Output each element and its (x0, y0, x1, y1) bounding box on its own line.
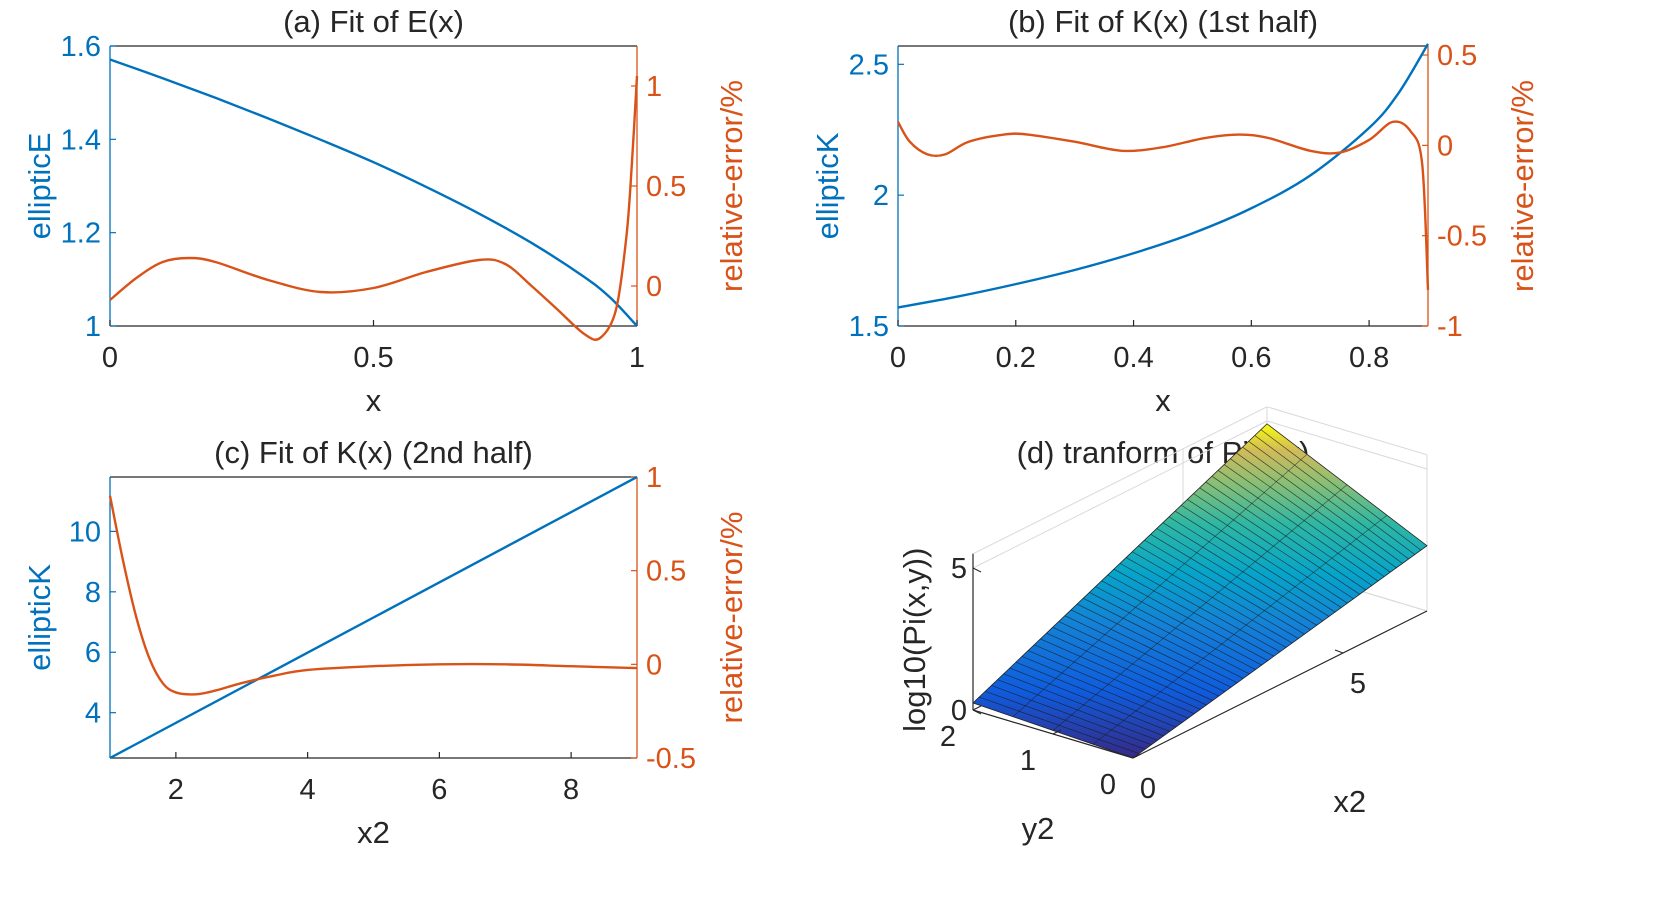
x-tick-mark (1124, 754, 1134, 759)
y-tick-mark (1132, 753, 1142, 759)
y-tick-mark (1052, 729, 1062, 735)
y-left-axis-label: ellipticE (22, 133, 57, 240)
x-tick-label: 6 (431, 774, 447, 806)
y-right-axis-label: relative-error/% (714, 512, 749, 724)
chart-title: (c) Fit of K(x) (2nd half) (214, 435, 533, 470)
panel-a: (a) Fit of E(x) 0 0.5 1 x 1 1.2 1.4 1.6 0 0.5 1 elli… (22, 4, 749, 418)
y-right-tick-label: 0 (646, 649, 662, 681)
grid-line (972, 420, 1268, 569)
z-tick-label: 5 (951, 553, 967, 585)
y-right-tick-label: 0 (1437, 130, 1453, 162)
surface-mesh-line (1092, 514, 1388, 745)
fit-curve-line (109, 58, 638, 327)
z-axis-label: log10(Pi(x,y)) (897, 548, 932, 732)
y-left-tick-label: 1.5 (849, 311, 889, 343)
x-tick-label: 0.8 (1349, 342, 1389, 374)
x-tick-label: 8 (563, 774, 579, 806)
y-left-tick-label: 1.6 (61, 31, 101, 63)
x-tick-label: 2 (168, 774, 184, 806)
x-tick-label: 0.5 (353, 342, 393, 374)
x-tick-label: 0.6 (1231, 342, 1271, 374)
relative-error-line (108, 495, 638, 696)
y-tick-label: 0 (1100, 769, 1116, 801)
x-tick-label: 0 (102, 342, 118, 374)
x-tick-label: 0.4 (1113, 342, 1153, 374)
y-left-tick-label: 1 (85, 311, 101, 343)
y-right-tick-label: 0.5 (646, 556, 686, 588)
panel-d: (d) tranform of Pi(x,y)05x2012y205log10(… (897, 406, 1428, 846)
grid-line (1266, 420, 1428, 470)
y-right-tick-label: -0.5 (1437, 221, 1487, 253)
x-axis-label: x (1155, 383, 1171, 418)
y-left-tick-label: 8 (85, 577, 101, 609)
y-right-tick-label: -1 (1437, 311, 1463, 343)
y-tick-mark (972, 705, 982, 711)
grid-line (972, 406, 1268, 555)
x-axis-label: x2 (1333, 784, 1366, 819)
y-left-tick-label: 2.5 (849, 49, 889, 81)
y-right-tick-label: 0.5 (646, 171, 686, 203)
y-right-axis-label: relative-error/% (1505, 80, 1540, 292)
x-tick-label: 5 (1350, 668, 1366, 700)
y-left-tick-label: 6 (85, 637, 101, 669)
x-axis-line (1132, 610, 1428, 759)
z-tick-mark (972, 567, 982, 573)
fit-curve-line (897, 43, 1430, 309)
panels: (a) Fit of E(x) 0 0.5 1 x 1 1.2 1.4 1.6 0 0.5 1 elli… (22, 4, 1540, 850)
y-right-tick-label: 0.5 (1437, 40, 1477, 72)
x-axis-label: x2 (357, 815, 390, 850)
panel-b: (b) Fit of K(x) (1st half) 0 0.2 0.4 0.6 0.8 x… (810, 4, 1540, 418)
z-tick-mark (972, 709, 982, 715)
x-tick-label: 0 (1140, 773, 1156, 805)
panel-c: (c) Fit of K(x) (2nd half)2 4 6 8x246810-0.… (22, 435, 749, 850)
y-left-tick-label: 10 (69, 516, 101, 548)
y-right-tick-label: 1 (646, 462, 662, 494)
fit-curve-line (109, 475, 638, 760)
surface-mesh-line (1012, 454, 1308, 717)
y-tick-label: 2 (940, 721, 956, 753)
z-tick-label: 0 (951, 695, 967, 727)
y-right-tick-label: 0 (646, 271, 662, 303)
y-right-axis-label: relative-error/% (714, 80, 749, 292)
y-left-axis-label: ellipticK (22, 564, 57, 671)
relative-error-line (109, 75, 639, 341)
x-tick-label: 4 (300, 774, 316, 806)
y-left-axis-label: ellipticK (810, 132, 845, 239)
x-tick-label: 1 (629, 342, 645, 374)
y-left-tick-label: 4 (85, 698, 101, 730)
y-axis-label: y2 (1022, 811, 1055, 846)
x-tick-label: 0.2 (996, 342, 1036, 374)
y-left-tick-label: 2 (873, 180, 889, 212)
x-tick-label: 0 (890, 342, 906, 374)
x-axis-label: x (366, 383, 382, 418)
y-right-tick-label: -0.5 (646, 743, 696, 775)
y-tick-label: 1 (1020, 745, 1036, 777)
chart-title: (a) Fit of E(x) (283, 4, 464, 39)
chart-title: (b) Fit of K(x) (1st half) (1008, 4, 1318, 39)
surface-mesh-line (1052, 484, 1348, 731)
surface (972, 423, 1428, 759)
y-left-tick-label: 1.2 (61, 218, 101, 250)
relative-error-line (896, 120, 1430, 290)
y-right-tick-label: 1 (646, 71, 662, 103)
y-left-tick-label: 1.4 (61, 124, 101, 156)
grid-line (1266, 406, 1428, 456)
x-tick-mark (1334, 649, 1344, 654)
